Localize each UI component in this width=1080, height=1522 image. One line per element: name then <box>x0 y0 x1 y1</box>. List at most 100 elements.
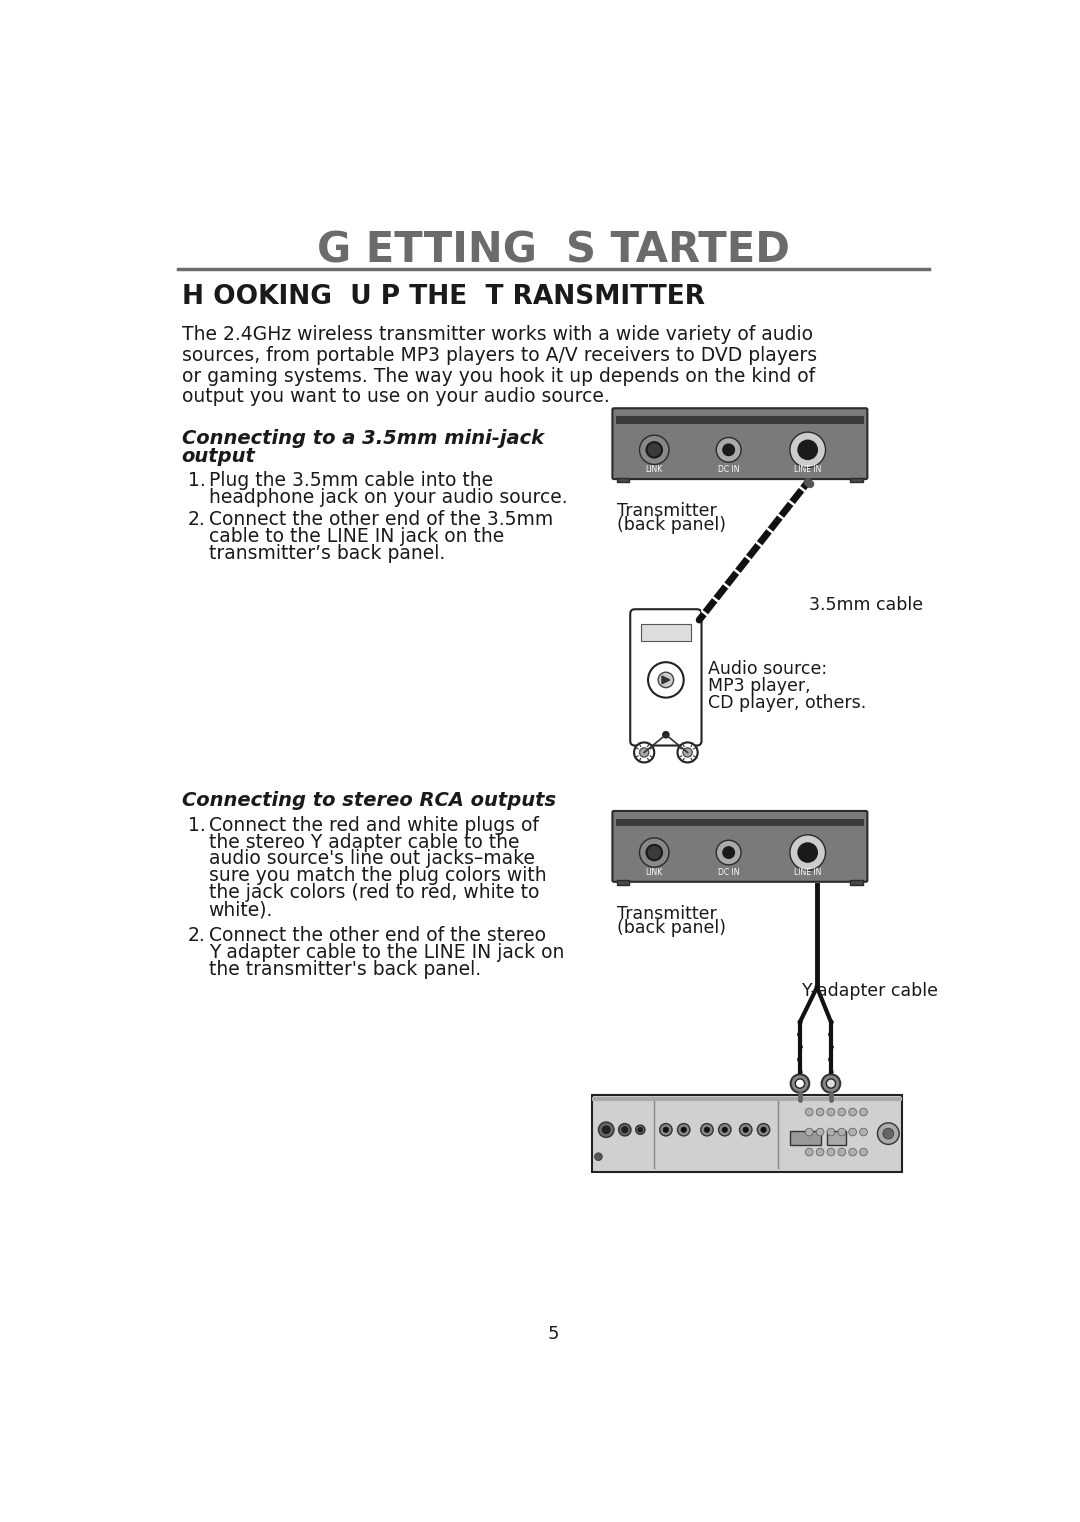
Circle shape <box>849 1108 856 1116</box>
Circle shape <box>798 843 816 861</box>
Text: MP3 player,: MP3 player, <box>708 677 811 696</box>
Bar <box>616 819 864 826</box>
Text: the jack colors (red to red, white to: the jack colors (red to red, white to <box>208 883 539 903</box>
Polygon shape <box>662 676 670 683</box>
Text: the stereo Y adapter cable to the: the stereo Y adapter cable to the <box>208 833 519 851</box>
Text: G ETTING  S TARTED: G ETTING S TARTED <box>318 230 789 271</box>
Text: (back panel): (back panel) <box>617 919 726 936</box>
Circle shape <box>789 432 825 467</box>
Circle shape <box>663 1128 669 1132</box>
Text: The 2.4GHz wireless transmitter works with a wide variety of audio: The 2.4GHz wireless transmitter works wi… <box>181 326 812 344</box>
Text: or gaming systems. The way you hook it up depends on the kind of: or gaming systems. The way you hook it u… <box>181 367 814 385</box>
Circle shape <box>638 1128 643 1132</box>
Text: output: output <box>181 447 255 466</box>
Circle shape <box>647 441 662 458</box>
Circle shape <box>704 1128 710 1132</box>
Circle shape <box>816 1108 824 1116</box>
Circle shape <box>639 435 669 464</box>
Bar <box>616 416 864 423</box>
Circle shape <box>838 1148 846 1155</box>
Circle shape <box>860 1128 867 1135</box>
Circle shape <box>658 673 674 688</box>
Text: white).: white). <box>208 901 273 919</box>
Circle shape <box>663 732 669 738</box>
Bar <box>827 1131 847 1145</box>
Circle shape <box>683 747 692 756</box>
Circle shape <box>743 1128 748 1132</box>
Text: Y-adapter cable: Y-adapter cable <box>801 982 937 1000</box>
Circle shape <box>724 848 734 858</box>
Circle shape <box>838 1108 846 1116</box>
Text: audio source's line out jacks–make: audio source's line out jacks–make <box>208 849 535 869</box>
Text: Audio source:: Audio source: <box>708 661 827 677</box>
Text: Connect the other end of the stereo: Connect the other end of the stereo <box>208 927 545 945</box>
Circle shape <box>677 743 698 763</box>
Circle shape <box>598 1122 613 1137</box>
Circle shape <box>816 1148 824 1155</box>
Circle shape <box>740 1123 752 1135</box>
Text: 1.: 1. <box>188 470 205 490</box>
Bar <box>789 1131 821 1145</box>
Text: 2.: 2. <box>188 927 205 945</box>
Text: the transmitter's back panel.: the transmitter's back panel. <box>208 960 481 979</box>
Circle shape <box>639 747 649 756</box>
Text: Connecting to a 3.5mm mini-jack: Connecting to a 3.5mm mini-jack <box>181 429 543 447</box>
Circle shape <box>724 444 734 455</box>
Circle shape <box>849 1148 856 1155</box>
Text: LINE IN: LINE IN <box>794 868 822 877</box>
Circle shape <box>716 437 741 463</box>
Text: (back panel): (back panel) <box>617 516 726 534</box>
Circle shape <box>798 440 816 460</box>
Bar <box>617 880 630 884</box>
Circle shape <box>681 1128 687 1132</box>
Circle shape <box>860 1148 867 1155</box>
Bar <box>850 478 863 482</box>
Text: headphone jack on your audio source.: headphone jack on your audio source. <box>208 487 567 507</box>
Text: CD player, others.: CD player, others. <box>708 694 867 712</box>
Text: sources, from portable MP3 players to A/V receivers to DVD players: sources, from portable MP3 players to A/… <box>181 345 816 365</box>
Circle shape <box>677 1123 690 1135</box>
Circle shape <box>789 836 825 871</box>
Circle shape <box>826 1079 836 1088</box>
Text: 3.5mm cable: 3.5mm cable <box>809 595 923 613</box>
Circle shape <box>648 662 684 697</box>
Circle shape <box>827 1128 835 1135</box>
Circle shape <box>838 1128 846 1135</box>
Text: H OOKING  U P THE  T RANSMITTER: H OOKING U P THE T RANSMITTER <box>181 283 704 309</box>
Circle shape <box>877 1123 900 1145</box>
Circle shape <box>795 1079 805 1088</box>
Text: Connecting to stereo RCA outputs: Connecting to stereo RCA outputs <box>181 791 555 810</box>
Circle shape <box>806 1128 813 1135</box>
Text: cable to the LINE IN jack on the: cable to the LINE IN jack on the <box>208 527 504 546</box>
Bar <box>850 880 863 884</box>
Circle shape <box>636 1125 645 1134</box>
Circle shape <box>634 743 654 763</box>
Circle shape <box>622 1126 627 1132</box>
Text: Plug the 3.5mm cable into the: Plug the 3.5mm cable into the <box>208 470 492 490</box>
Text: DC IN: DC IN <box>718 466 740 475</box>
Circle shape <box>806 1108 813 1116</box>
Text: Transmitter: Transmitter <box>617 906 717 922</box>
Text: transmitter’s back panel.: transmitter’s back panel. <box>208 543 445 563</box>
Text: LINK: LINK <box>646 466 663 475</box>
Circle shape <box>647 845 662 860</box>
Circle shape <box>827 1148 835 1155</box>
Circle shape <box>723 1128 728 1132</box>
Text: Y adapter cable to the LINE IN jack on: Y adapter cable to the LINE IN jack on <box>208 944 564 962</box>
Text: output you want to use on your audio source.: output you want to use on your audio sou… <box>181 388 609 406</box>
FancyBboxPatch shape <box>612 408 867 479</box>
Circle shape <box>816 1128 824 1135</box>
Circle shape <box>603 1126 610 1134</box>
FancyBboxPatch shape <box>631 609 702 746</box>
Circle shape <box>791 1075 809 1093</box>
Text: sure you match the plug colors with: sure you match the plug colors with <box>208 866 546 886</box>
Bar <box>592 1096 902 1172</box>
Circle shape <box>882 1128 894 1138</box>
Circle shape <box>660 1123 672 1135</box>
Bar <box>642 624 691 641</box>
Text: DC IN: DC IN <box>718 868 740 877</box>
Circle shape <box>718 1123 731 1135</box>
Circle shape <box>595 1152 603 1161</box>
Text: 1.: 1. <box>188 816 205 834</box>
Text: LINE IN: LINE IN <box>794 466 822 475</box>
